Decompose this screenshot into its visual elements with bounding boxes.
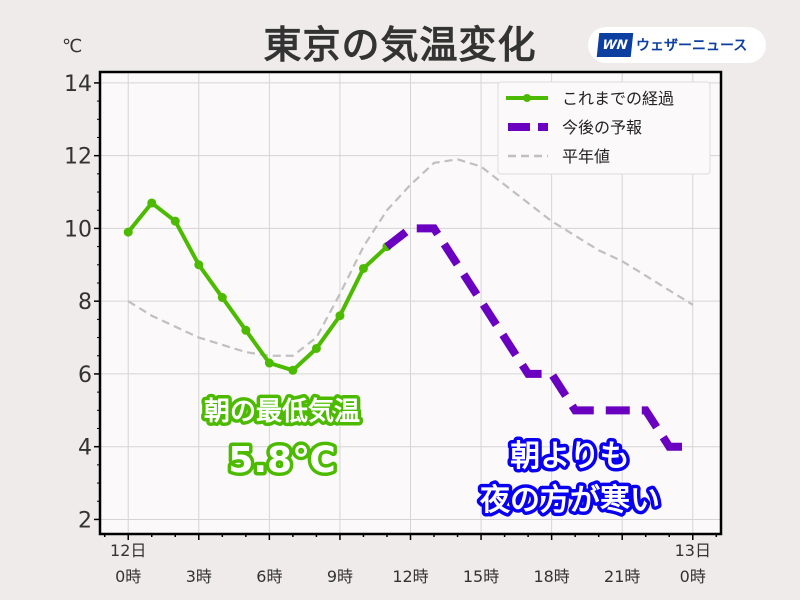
data-point [123,227,133,237]
data-point [194,260,204,270]
x-tick-label: 0時 [115,567,141,586]
data-point [358,263,368,273]
legend-label: 平年値 [562,147,610,166]
data-point [170,216,180,226]
y-tick-label: 6 [78,363,92,388]
y-tick-label: 2 [78,508,92,533]
series-line-1 [384,224,693,451]
y-tick-label: 10 [64,217,92,242]
data-point [335,311,345,321]
y-tick-label: 8 [78,290,92,315]
data-point [147,198,157,208]
x-tick-date: 12日 [110,541,146,560]
series-line-0 [126,200,389,373]
note-line-2: 夜の方が寒い [479,483,660,518]
legend-marker [523,94,531,102]
y-tick-label: 12 [64,145,92,170]
note-line-1: 朝よりも [510,439,629,474]
legend [497,81,711,175]
x-tick-label: 15時 [463,567,499,586]
y-tick-label: 4 [78,436,92,461]
data-point [217,293,227,303]
weathernews-logo: WN ウェザーニュース [588,27,766,63]
y-axis-unit: ℃ [62,36,83,57]
data-point [241,325,251,335]
x-tick-label: 18時 [533,567,569,586]
data-point [288,365,298,375]
x-tick-label: 21時 [604,567,640,586]
x-tick-label: 9時 [327,567,353,586]
x-tick-label: 3時 [186,567,212,586]
data-point [264,358,274,368]
data-point [311,343,321,353]
y-tick-label: 14 [64,72,92,97]
chart-title: 東京の気温変化 [263,23,537,67]
series-line-2 [127,158,694,357]
legend-label: これまでの経過 [562,89,674,108]
low-temp-value: 5.8℃ [228,440,335,481]
x-tick-label: 6時 [256,567,282,586]
x-tick-date: 13日 [675,541,711,560]
low-temp-label: 朝の最低気温 [204,396,360,427]
legend-label: 今後の予報 [562,118,642,137]
x-tick-label: 12時 [392,567,428,586]
logo-text: ウェザーニュース [636,38,748,54]
x-tick-label: 0時 [680,567,706,586]
